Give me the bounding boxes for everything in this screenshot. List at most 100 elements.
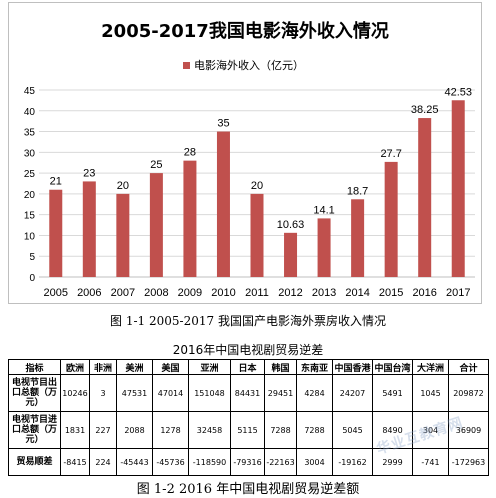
- data-label: 20: [251, 180, 263, 192]
- table-cell: 47014: [152, 374, 189, 412]
- column-header: 日本: [230, 359, 265, 375]
- table-cell: 4284: [296, 374, 333, 412]
- figure-1-caption: 图 1-1 2005-2017 我国国产电影海外票房收入情况: [110, 314, 386, 328]
- table-cell: -22163: [264, 448, 297, 476]
- table-cell: 47531: [116, 374, 153, 412]
- column-header: 韩国: [264, 359, 297, 375]
- x-tick-label: 2015: [379, 287, 403, 299]
- column-header: 美国: [152, 359, 189, 375]
- bar: [284, 232, 298, 277]
- data-label: 38.25: [411, 104, 439, 116]
- y-tick-label: 40: [24, 107, 36, 118]
- table-cell: 5115: [230, 411, 265, 449]
- y-tick-label: 5: [29, 252, 35, 263]
- bar: [384, 161, 398, 277]
- x-tick-label: 2012: [278, 287, 302, 299]
- column-header: 亚洲: [188, 359, 231, 375]
- row-label: 电视节目进口总额（万元）: [8, 411, 61, 449]
- table-cell: 1045: [412, 374, 449, 412]
- data-label: 10.63: [277, 219, 305, 231]
- bar: [82, 181, 96, 277]
- table-cell: 151048: [188, 374, 231, 412]
- column-header: 指标: [8, 359, 61, 375]
- table-cell: 32458: [188, 411, 231, 449]
- table-title: 2016年中国电视剧贸易逆差: [172, 343, 324, 357]
- table-cell: 5491: [372, 374, 413, 412]
- data-label: 18.7: [347, 185, 368, 197]
- table-cell: 24207: [332, 374, 373, 412]
- table-cell: 29451: [264, 374, 297, 412]
- table-cell: 1278: [152, 411, 189, 449]
- table-cell: 7288: [264, 411, 297, 449]
- table-row: 贸易顺差 -8415 224 -45443 -45736 -118590 -79…: [8, 448, 489, 476]
- column-header: 非洲: [89, 359, 117, 375]
- figure-2-caption: 图 1-2 2016 年中国电视剧贸易逆差额: [136, 482, 360, 497]
- y-tick-label: 15: [24, 211, 36, 222]
- x-tick-label: 2010: [211, 287, 235, 299]
- data-label: 27.7: [380, 148, 401, 160]
- bar: [351, 199, 365, 277]
- column-header: 美洲: [116, 359, 153, 375]
- table-cell: 224: [89, 448, 117, 476]
- bar: [418, 118, 432, 277]
- table-cell: -45736: [152, 448, 189, 476]
- data-label: 42.53: [444, 86, 472, 98]
- x-tick-label: 2005: [44, 287, 68, 299]
- y-tick-label: 45: [24, 86, 36, 97]
- x-tick-label: 2009: [178, 287, 202, 299]
- chart-frame: 2005-2017我国电影海外收入情况 电影海外收入（亿元） 0 5 10 15 20 25 3…: [8, 2, 482, 304]
- data-label: 23: [83, 167, 95, 179]
- table-cell: -19162: [332, 448, 373, 476]
- table-cell: -45443: [116, 448, 153, 476]
- data-label: 14.1: [313, 204, 334, 216]
- data-label: 35: [217, 118, 229, 130]
- y-tick-label: 30: [24, 148, 36, 159]
- x-tick-label: 2013: [312, 287, 336, 299]
- y-tick-label: 35: [24, 128, 36, 139]
- table-cell: -741: [412, 448, 449, 476]
- table-cell: -79316: [230, 448, 265, 476]
- table-cell: 84431: [230, 374, 265, 412]
- data-label: 25: [150, 159, 162, 171]
- table-cell: 7288: [296, 411, 333, 449]
- table-cell: 3004: [296, 448, 333, 476]
- x-tick-label: 2014: [345, 287, 369, 299]
- legend-label: 电影海外收入（亿元）: [194, 58, 304, 72]
- data-label: 21: [50, 176, 62, 188]
- bar: [49, 189, 63, 277]
- table-cell: -172963: [448, 448, 489, 476]
- x-tick-label: 2008: [144, 287, 168, 299]
- row-label: 贸易顺差: [8, 448, 61, 476]
- table-cell: 2088: [116, 411, 153, 449]
- table-cell: 227: [89, 411, 117, 449]
- x-tick-label: 2017: [446, 287, 470, 299]
- column-header: 欧洲: [60, 359, 90, 375]
- y-tick-label: 0: [29, 273, 35, 284]
- y-tick-label: 25: [24, 169, 36, 180]
- column-header: 东南亚: [296, 359, 333, 375]
- row-label: 电视节目出口总额（万元）: [8, 374, 61, 412]
- data-label: 28: [184, 147, 196, 159]
- bar: [216, 131, 230, 277]
- x-tick-label: 2016: [412, 287, 436, 299]
- table-row: 电视节目出口总额（万元） 10246 3 47531 47014 151048 …: [8, 374, 489, 412]
- chart-title: 2005-2017我国电影海外收入情况: [101, 20, 389, 42]
- table-cell: 10246: [60, 374, 90, 412]
- table-cell: 5045: [332, 411, 373, 449]
- bar: [317, 218, 331, 277]
- x-tick-label: 2011: [245, 287, 269, 299]
- legend-swatch: [183, 62, 190, 69]
- bar: [116, 193, 130, 277]
- trade-deficit-table: 指标 欧洲 非洲 美洲 美国 亚洲 日本 韩国 东南亚 中国香港 中国台湾 大洋…: [8, 359, 489, 476]
- table-cell: 209872: [448, 374, 489, 412]
- table-cell: -118590: [188, 448, 231, 476]
- table-cell: -8415: [60, 448, 90, 476]
- column-header: 合计: [448, 359, 489, 375]
- bar: [183, 160, 197, 277]
- bar: [250, 193, 264, 277]
- table-row: 电视节目进口总额（万元） 1831 227 2088 1278 32458 51…: [8, 411, 489, 449]
- data-label: 20: [117, 180, 129, 192]
- x-tick-label: 2007: [111, 287, 135, 299]
- bar: [451, 100, 465, 277]
